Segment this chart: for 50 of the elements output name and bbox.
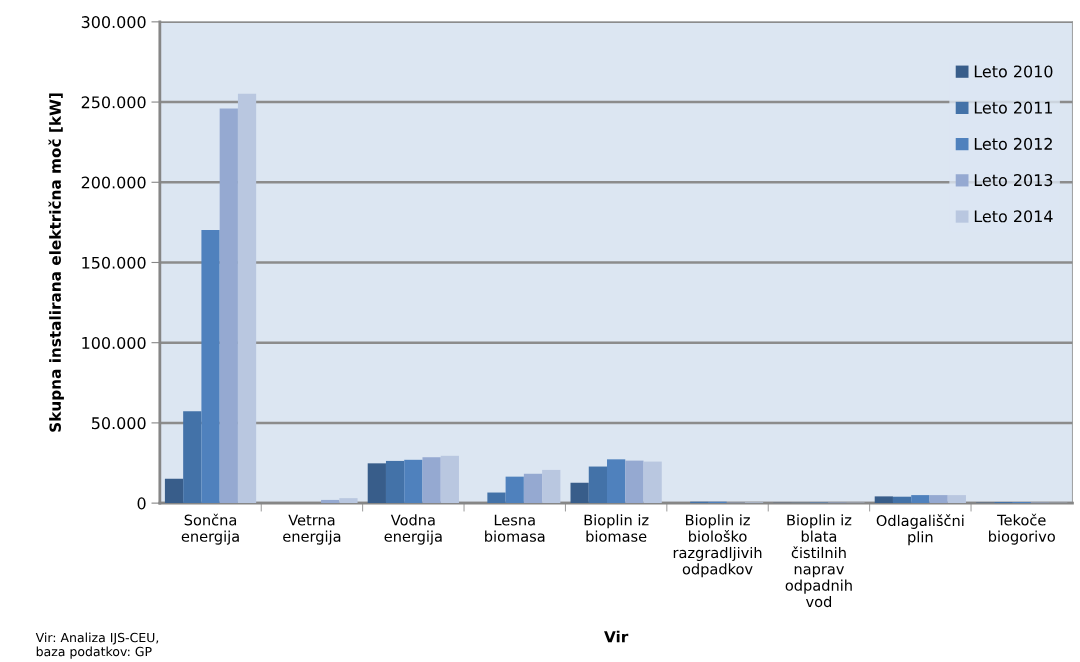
x-tick-label: Tekoče biogorivo bbox=[989, 513, 1055, 545]
bar bbox=[947, 495, 966, 504]
bar bbox=[487, 492, 506, 504]
bar bbox=[929, 495, 948, 504]
bar bbox=[570, 482, 589, 504]
x-tick-label: Vetrna energija bbox=[283, 514, 341, 545]
bar bbox=[237, 93, 257, 504]
y-tick-label: 200.000 bbox=[81, 176, 146, 189]
y-tick-label: 300.000 bbox=[81, 16, 146, 29]
bar bbox=[911, 495, 930, 504]
x-tick-label: Bioplin iz biološko razgradljivih odpadkov bbox=[673, 514, 762, 578]
bar bbox=[643, 461, 662, 504]
bar bbox=[440, 455, 459, 504]
y-tick-label: 0 bbox=[137, 497, 146, 510]
y-axis-title: Skupna instalirana električna moč [kW] bbox=[48, 93, 64, 432]
legend-label: Leto 2010 bbox=[974, 65, 1053, 78]
bar bbox=[422, 457, 441, 504]
bar bbox=[404, 459, 423, 504]
text: Vir: Analiza IJS-CEU, baza podatkov: GP bbox=[35, 632, 159, 659]
bar bbox=[201, 230, 220, 504]
x-tick-label: Vodna energija bbox=[384, 514, 442, 545]
legend-label: Leto 2011 bbox=[974, 101, 1053, 114]
bar bbox=[367, 463, 386, 504]
x-axis-title: Vir bbox=[604, 630, 629, 643]
bar bbox=[523, 473, 543, 504]
bar bbox=[164, 478, 184, 504]
x-tick-label: Lesna biomasa bbox=[485, 514, 545, 542]
y-tick-label: 100.000 bbox=[82, 336, 146, 349]
y-tick-label: 50.000 bbox=[91, 417, 146, 430]
bar bbox=[219, 108, 238, 504]
x-tick-label: Bioplin iz blata čistilnih naprav odpadnih vod bbox=[785, 514, 852, 608]
legend-label: Leto 2012 bbox=[974, 137, 1052, 150]
bar bbox=[183, 411, 202, 504]
bar bbox=[542, 469, 561, 504]
legend-label: Leto 2014 bbox=[974, 210, 1053, 223]
bar bbox=[874, 496, 893, 504]
bar bbox=[385, 460, 405, 504]
x-tick-label: Sončna energija bbox=[181, 513, 239, 545]
x-tick-label: Odlagališčni plin bbox=[876, 514, 964, 546]
bar bbox=[339, 498, 358, 504]
bar bbox=[625, 460, 644, 504]
bar bbox=[607, 459, 626, 504]
bar bbox=[321, 499, 340, 504]
y-tick-label: 250.000 bbox=[81, 96, 146, 109]
bar bbox=[588, 466, 608, 504]
y-tick-label: 150.000 bbox=[82, 256, 146, 269]
legend-label: Leto 2013 bbox=[974, 174, 1053, 187]
bar bbox=[892, 496, 912, 504]
bar bbox=[505, 476, 524, 504]
x-tick-label: Bioplin iz biomase bbox=[584, 514, 649, 542]
